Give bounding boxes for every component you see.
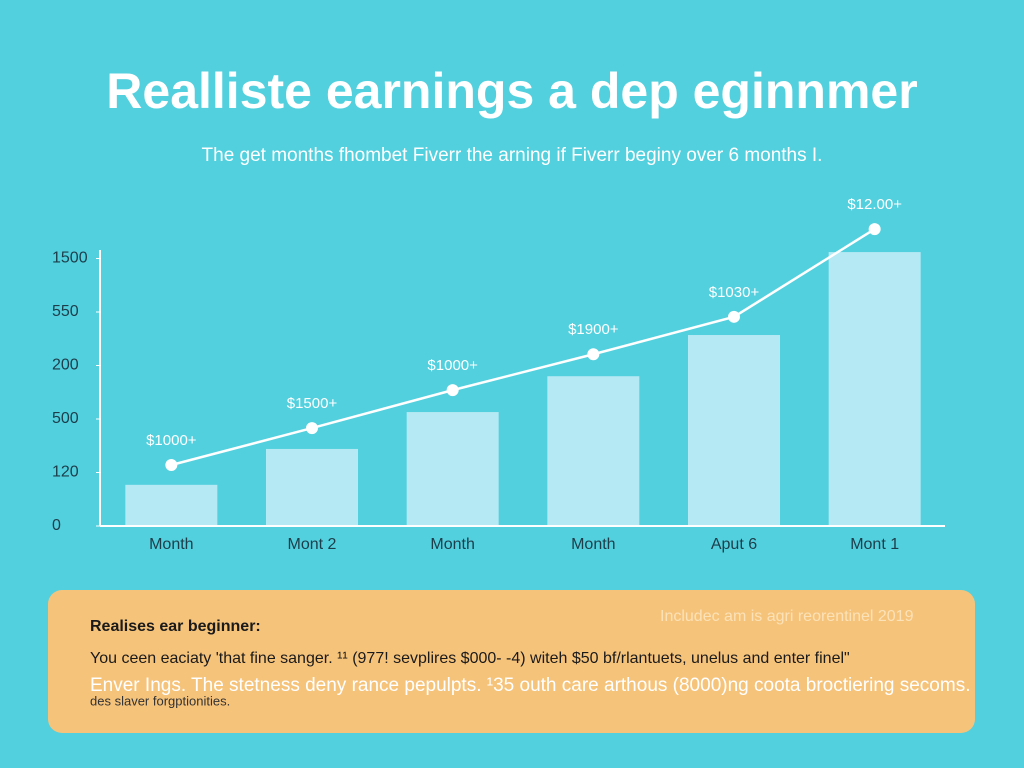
info-corner-note: Includec am is agri reorentinel 2019 — [660, 608, 914, 625]
annotation: $1500+ — [287, 395, 338, 412]
annotation: $12.00+ — [847, 196, 902, 213]
point — [728, 310, 740, 323]
bar — [125, 484, 218, 526]
y-tick-label: 550 — [52, 303, 79, 320]
plot: 0 120 500 200 550 1500 Month Mont 2 Month Month Ap… — [52, 196, 921, 553]
bar — [828, 252, 921, 526]
annotation: $1000+ — [146, 432, 197, 449]
y-tick-label: 120 — [52, 464, 79, 481]
bar — [547, 376, 640, 526]
y-tick-label: 200 — [52, 357, 79, 374]
point — [587, 348, 600, 361]
bar — [688, 335, 780, 526]
annotation: $1030+ — [709, 284, 760, 301]
point — [446, 384, 459, 397]
y-tick-label: 1500 — [52, 250, 88, 267]
x-tick-label: Mont 2 — [288, 536, 337, 553]
point — [306, 422, 318, 435]
bar — [406, 412, 499, 526]
chart-subtitle: The get months fhombet Fiverr the arning… — [202, 145, 823, 166]
x-tick-label: Month — [149, 536, 193, 553]
x-tick-label: Mont 1 — [850, 536, 899, 553]
annotation: $1900+ — [568, 321, 619, 338]
x-tick-label: Month — [571, 536, 615, 553]
x-tick-label: Month — [430, 536, 474, 553]
info-line: Enver Ings. The stetness deny rance pepu… — [90, 675, 971, 696]
info-line: des slaver forgptionities. — [90, 693, 230, 708]
info-line: You ceen eaciaty 'that fine sanger. ¹¹ (… — [90, 650, 850, 667]
x-tick-label: Aput 6 — [711, 536, 757, 553]
point — [868, 223, 881, 236]
point — [165, 459, 178, 472]
y-tick-label: 500 — [52, 410, 79, 427]
info-heading: Realises ear beginner: — [90, 618, 261, 635]
bar — [266, 448, 358, 526]
y-tick-label: 0 — [52, 517, 61, 534]
line — [171, 228, 876, 467]
chart-title: Realliste earnings a dep eginnmer — [106, 63, 917, 119]
annotation: $1000+ — [427, 357, 478, 374]
info-box — [48, 590, 975, 733]
